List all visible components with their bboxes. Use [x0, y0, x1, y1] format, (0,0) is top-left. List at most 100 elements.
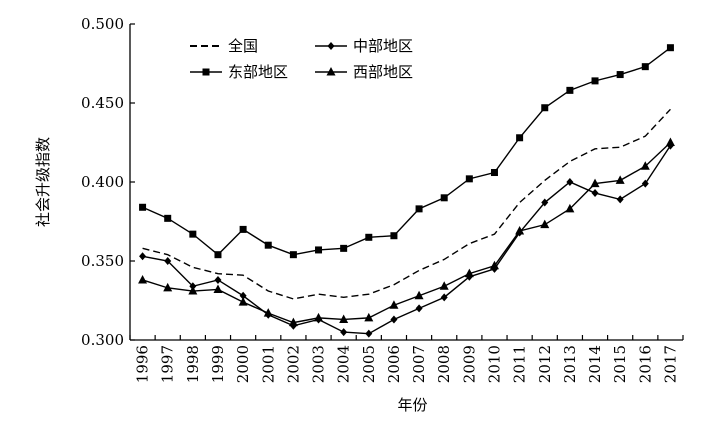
x-tick-label: 2000: [234, 345, 252, 383]
data-point: [238, 297, 248, 306]
data-point: [615, 175, 625, 184]
y-axis-title: 社会升级指数: [34, 137, 52, 227]
series-0: [142, 108, 671, 300]
data-point: [591, 189, 599, 198]
data-point: [541, 104, 549, 112]
x-tick-label: 2001: [259, 345, 277, 383]
data-point: [616, 71, 624, 79]
x-tick-label: 1998: [184, 345, 202, 383]
data-point: [188, 286, 198, 295]
legend-item: 全国: [190, 37, 258, 55]
data-point: [440, 293, 448, 302]
x-tick-label: 2007: [410, 345, 428, 383]
y-tick-label: 0.500: [81, 15, 124, 33]
data-point: [390, 315, 398, 324]
data-point: [340, 328, 348, 337]
x-tick-label: 2014: [586, 345, 604, 383]
data-point: [439, 281, 449, 290]
series-line: [142, 141, 671, 324]
data-point: [390, 232, 398, 240]
x-tick-label: 2013: [561, 345, 579, 383]
legend-marker: [202, 68, 210, 76]
data-point: [214, 251, 222, 259]
y-tick-label: 0.350: [81, 252, 124, 270]
legend-marker: [327, 42, 335, 50]
x-tick-label: 2002: [284, 345, 302, 383]
data-point: [541, 198, 549, 207]
data-point: [566, 86, 574, 94]
x-tick-label: 2010: [485, 345, 503, 383]
data-point: [540, 219, 550, 229]
data-point: [189, 230, 197, 238]
legend-label: 东部地区: [228, 63, 288, 81]
data-point: [239, 291, 247, 300]
series-line: [142, 145, 672, 335]
data-point: [414, 290, 424, 300]
data-point: [565, 203, 575, 213]
x-tick-label: 2017: [661, 345, 679, 383]
data-point: [214, 275, 222, 284]
data-point: [163, 282, 173, 292]
x-tick-label: 2004: [335, 345, 353, 383]
legend-item: 西部地区: [315, 63, 413, 81]
series-2: [139, 44, 674, 259]
series-3: [138, 137, 675, 327]
data-point: [465, 175, 473, 183]
data-point: [365, 329, 373, 338]
series-layer: [138, 44, 675, 338]
x-tick-label: 2006: [385, 345, 403, 383]
data-point: [464, 268, 474, 278]
series-line: [142, 108, 671, 300]
legend-label: 中部地区: [353, 37, 413, 55]
data-point: [314, 312, 324, 322]
data-point: [365, 233, 373, 241]
legend-marker: [326, 67, 336, 76]
data-point: [415, 304, 423, 313]
y-tick-label: 0.400: [81, 173, 124, 191]
axes: 0.300 0.350 0.400 0.450 0.500 1996 1997 1998 199…: [81, 15, 684, 383]
data-point: [641, 179, 649, 188]
x-tick-label: 2009: [460, 345, 478, 383]
data-point: [566, 178, 574, 186]
data-point: [263, 308, 273, 317]
data-point: [138, 274, 148, 284]
data-point: [616, 195, 624, 204]
y-tick-label: 0.450: [81, 94, 124, 112]
data-point: [139, 252, 147, 261]
x-tick-label: 2012: [536, 345, 554, 383]
data-point: [164, 257, 172, 265]
x-tick-label: 2008: [435, 345, 453, 383]
data-point: [640, 161, 650, 170]
data-point: [239, 225, 247, 233]
data-point: [340, 244, 348, 252]
x-tick-label: 2015: [611, 345, 629, 383]
data-point: [289, 251, 297, 259]
data-point: [339, 314, 349, 323]
data-point: [364, 312, 374, 322]
x-tick-label: 1999: [209, 345, 227, 383]
x-tick-label: 1996: [134, 345, 152, 383]
data-point: [389, 300, 399, 309]
data-point: [264, 241, 272, 249]
series-line: [142, 47, 671, 256]
legend-item: 中部地区: [315, 37, 413, 55]
legend-label: 西部地区: [353, 63, 413, 81]
data-point: [666, 44, 674, 52]
data-point: [440, 194, 448, 202]
x-tick-label: 2016: [636, 345, 654, 383]
x-axis-title: 年份: [397, 396, 427, 414]
series-1: [139, 141, 674, 338]
data-point: [515, 225, 525, 235]
data-point: [288, 317, 298, 327]
data-point: [665, 137, 675, 146]
legend-label: 全国: [228, 37, 258, 55]
x-tick-label: 2011: [511, 345, 529, 383]
data-point: [164, 214, 172, 222]
legend-item: 东部地区: [190, 63, 288, 81]
data-point: [213, 284, 223, 293]
x-tick-label: 2005: [360, 345, 378, 383]
y-tick-label: 0.300: [81, 331, 124, 349]
x-tick-label: 2003: [310, 345, 328, 383]
